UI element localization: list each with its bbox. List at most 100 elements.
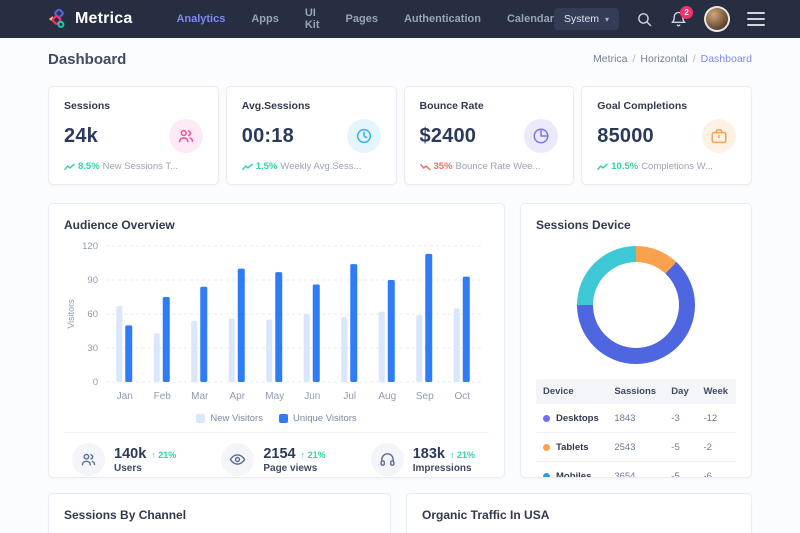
svg-text:Jul: Jul — [343, 391, 356, 402]
svg-text:Oct: Oct — [454, 391, 470, 402]
svg-text:Visitors: Visitors — [66, 299, 76, 329]
clock-icon — [356, 128, 371, 144]
metrica-logo-icon — [48, 9, 65, 28]
briefcase-icon — [711, 129, 727, 144]
svg-text:Mar: Mar — [191, 391, 209, 402]
legend-new-visitors[interactable]: New Visitors — [196, 413, 263, 424]
sessions-by-channel-title: Sessions By Channel — [64, 508, 187, 522]
device-dot — [543, 414, 550, 422]
svg-text:0: 0 — [93, 377, 98, 388]
stat-title: Sessions — [64, 100, 111, 112]
stat-subtext: Completions W... — [641, 161, 713, 172]
bell-icon — [671, 11, 686, 27]
device-table-row-desktops: Desktops 1843 -3 -12 — [536, 404, 736, 433]
trend-up-icon — [597, 163, 609, 170]
stat-subtext: Weekly Avg.Sess... — [280, 161, 362, 172]
stat-title: Avg.Sessions — [241, 100, 311, 112]
device-table-header-day: Day — [664, 379, 697, 404]
sessions-device-title: Sessions Device — [536, 218, 631, 232]
hamburger-icon — [747, 12, 766, 26]
breadcrumb-metrica[interactable]: Metrica — [593, 53, 628, 65]
stat-card-bounce-rate: Bounce Rate $2400 35% Bounce Rate Wee... — [403, 86, 575, 185]
audience-stats-row: 140k ↑ 21% Users 2154 — [64, 432, 489, 476]
nav-item-pages[interactable]: Pages — [345, 13, 378, 25]
device-table-row-mobiles: Mobiles 3654 -5 -6 — [536, 462, 736, 477]
notification-badge: 2 — [680, 5, 694, 19]
stat-card-goal-completions: Goal Completions 85000 10.5% Completions… — [581, 86, 752, 185]
svg-text:120: 120 — [82, 241, 98, 252]
mini-stat-label: Impressions — [412, 462, 472, 474]
device-table-row-tablets: Tablets 2543 -5 -2 — [536, 432, 736, 462]
stat-percent: 10.5% — [611, 161, 639, 172]
stat-subtext: Bounce Rate Wee... — [455, 161, 541, 172]
bar-chart-legend: New Visitors Unique Visitors — [64, 413, 489, 424]
trend-down-icon — [419, 163, 431, 170]
organic-traffic-usa-card: Organic Traffic In USA + — [406, 493, 752, 533]
stat-percent: 8.5% — [78, 161, 100, 172]
mini-stat-value: 183k — [412, 445, 445, 462]
eye-icon — [230, 454, 246, 465]
audience-overview-title: Audience Overview — [64, 218, 175, 232]
svg-text:30: 30 — [87, 343, 98, 354]
mini-stat-impressions: 183k ↑ 21% Impressions — [370, 443, 475, 476]
pie-chart-icon — [533, 128, 549, 144]
mini-stat-label: Page views — [263, 462, 318, 474]
nav-item-analytics[interactable]: Analytics — [176, 13, 226, 25]
nav-item-authentication[interactable]: Authentication — [403, 13, 481, 25]
svg-text:Jan: Jan — [117, 391, 133, 402]
nav-item-apps[interactable]: Apps — [251, 13, 279, 25]
device-table-header-week: Week — [696, 379, 736, 404]
svg-text:Aug: Aug — [378, 391, 396, 402]
stat-title: Goal Completions — [597, 100, 688, 112]
breadcrumb: Metrica / Horizontal / Dashboard — [593, 53, 752, 65]
stat-card-sessions: Sessions 24k 8.5% New Sessions T... — [48, 86, 219, 185]
stat-subtext: New Sessions T... — [102, 161, 178, 172]
device-table: Device Sassions Day Week Desktops 1843 -3 -12 T… — [536, 379, 736, 477]
mini-stat-value: 2154 — [263, 445, 296, 462]
mini-stat-percent: ↑ 21% — [151, 449, 177, 460]
users-icon — [81, 453, 96, 466]
stat-value: 85000 — [597, 124, 654, 147]
notifications-button[interactable]: 2 — [670, 5, 694, 28]
mini-stat-pageviews: 2154 ↑ 21% Page views — [221, 443, 326, 476]
stat-card-avg-sessions: Avg.Sessions 00:18 1.5% Weekly Avg.Sess.… — [225, 86, 397, 185]
user-avatar[interactable] — [704, 6, 731, 32]
sessions-by-channel-card: Sessions By Channel Organic SearchSocial… — [48, 493, 391, 533]
mini-stat-users: 140k ↑ 21% Users — [72, 443, 176, 476]
organic-traffic-usa-title: Organic Traffic In USA — [422, 508, 550, 522]
breadcrumb-dashboard: Dashboard — [700, 53, 752, 65]
system-dropdown-label: System — [564, 13, 600, 25]
mini-stat-percent: ↑ 21% — [300, 449, 326, 460]
nav-item-ui-kit[interactable]: UI Kit — [304, 7, 320, 31]
breadcrumb-separator: / — [692, 53, 696, 65]
navbar-actions: System ▾ 2 — [554, 5, 766, 32]
trend-up-icon — [64, 163, 75, 170]
svg-text:Apr: Apr — [229, 391, 245, 402]
stat-value: 00:18 — [241, 124, 294, 147]
mini-stat-value: 140k — [114, 445, 147, 462]
device-table-header-device: Device — [536, 379, 608, 404]
breadcrumb-horizontal[interactable]: Horizontal — [640, 53, 688, 65]
audience-overview-card: Audience Overview 0 30 60 90 120 Visitors Jan F… — [48, 203, 505, 478]
mini-stat-percent: ↑ 21% — [449, 449, 475, 460]
nav-item-calendar[interactable]: Calendar — [506, 13, 555, 25]
sessions-device-card: Sessions Device Device Sassions Day Week De… — [520, 203, 752, 478]
chevron-down-icon: ▾ — [605, 14, 610, 24]
stat-percent: 35% — [433, 161, 453, 172]
svg-text:60: 60 — [87, 309, 98, 320]
device-table-header-sassions: Sassions — [607, 379, 665, 404]
top-navbar: Metrica Analytics Apps UI Kit Pages Authenti… — [0, 0, 800, 38]
users-icon — [178, 129, 193, 143]
headphones-icon — [380, 453, 395, 466]
svg-text:Jun: Jun — [304, 391, 320, 402]
brand-name: Metrica — [75, 10, 133, 27]
svg-text:Sep: Sep — [416, 391, 434, 402]
legend-unique-visitors[interactable]: Unique Visitors — [278, 413, 357, 424]
search-button[interactable] — [636, 11, 653, 28]
stat-cards-row: Sessions 24k 8.5% New Sessions T... Avg.… — [48, 86, 752, 185]
system-dropdown[interactable]: System ▾ — [554, 8, 620, 30]
svg-text:Feb: Feb — [154, 391, 172, 402]
trend-up-icon — [241, 163, 253, 170]
brand-logo[interactable]: Metrica — [48, 9, 132, 29]
menu-toggle-button[interactable] — [747, 12, 766, 26]
